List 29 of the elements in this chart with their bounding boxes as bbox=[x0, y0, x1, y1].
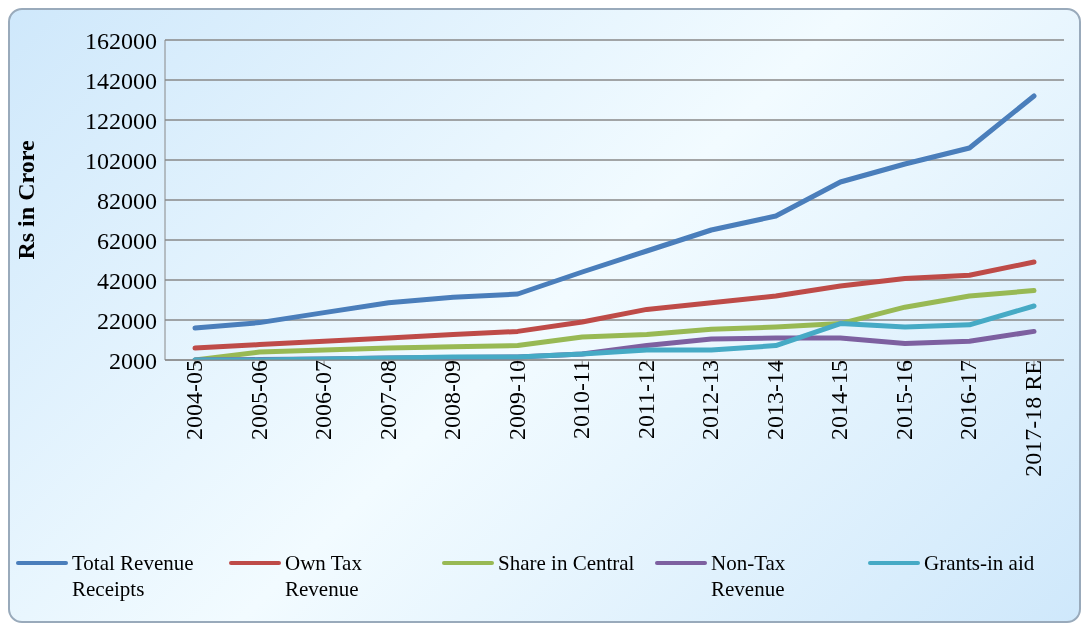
y-tick-label: 62000 bbox=[97, 227, 157, 254]
x-tick-label: 2013-14 bbox=[761, 360, 788, 440]
y-tick-label: 122000 bbox=[85, 107, 157, 134]
legend-label: Own Tax Revenue bbox=[285, 550, 363, 602]
x-tick-label: 2010-11 bbox=[568, 360, 595, 440]
x-tick-label: 2005-06 bbox=[245, 360, 272, 440]
y-tick-label: 142000 bbox=[85, 67, 157, 94]
y-axis-title: Rs in Crore bbox=[12, 140, 39, 260]
legend-label: Total Revenue Receipts bbox=[72, 550, 195, 602]
y-tick-label: 162000 bbox=[85, 27, 157, 54]
y-tick-label: 82000 bbox=[97, 187, 157, 214]
x-tick-label: 2014-15 bbox=[826, 360, 853, 440]
x-tick-label: 2017-18 RE bbox=[1020, 360, 1047, 477]
x-tick-label: 2012-13 bbox=[697, 360, 724, 440]
y-tick-label: 42000 bbox=[97, 267, 157, 294]
legend-label: Grants-in aid bbox=[924, 550, 1036, 576]
x-tick-label: 2009-10 bbox=[503, 360, 530, 440]
y-tick-label: 2000 bbox=[109, 347, 157, 374]
legend-label: Non-Tax Revenue bbox=[711, 550, 787, 602]
y-tick-label: 22000 bbox=[97, 307, 157, 334]
x-tick-label: 2011-12 bbox=[632, 360, 659, 440]
x-tick-label: 2008-09 bbox=[439, 360, 466, 440]
x-tick-label: 2015-16 bbox=[890, 360, 917, 440]
legend-label: Share in Central bbox=[498, 550, 636, 576]
x-tick-label: 2016-17 bbox=[955, 360, 982, 440]
y-tick-label: 102000 bbox=[85, 147, 157, 174]
x-tick-label: 2004-05 bbox=[181, 360, 208, 440]
x-tick-label: 2007-08 bbox=[374, 360, 401, 440]
x-tick-label: 2006-07 bbox=[310, 360, 337, 440]
